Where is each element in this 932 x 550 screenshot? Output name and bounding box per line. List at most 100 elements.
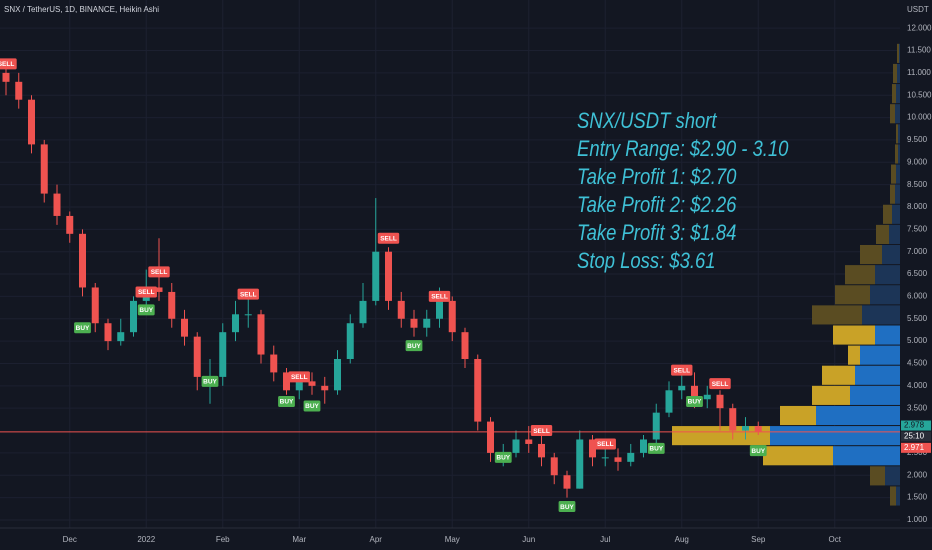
x-tick-label: Jul — [600, 535, 610, 544]
price-tag — [901, 442, 931, 453]
annotation-line: Take Profit 1: $2.70 — [577, 165, 737, 189]
y-tick-label: 7.500 — [907, 224, 928, 233]
grid — [0, 0, 900, 528]
signal-label: BUY — [76, 325, 90, 332]
candle-body — [665, 390, 673, 413]
profile-up — [860, 345, 900, 365]
candle-body — [40, 144, 48, 194]
signal-label: SELL — [138, 289, 155, 296]
candle-body — [244, 314, 252, 316]
signal-label: BUY — [688, 399, 702, 406]
y-tick-label: 2.000 — [907, 470, 928, 479]
y-tick-label: 4.000 — [907, 381, 928, 390]
profile-down — [896, 124, 898, 144]
candle-body — [538, 443, 545, 458]
signal-badge — [428, 290, 451, 302]
x-tick-label: Mar — [292, 535, 306, 544]
candle-body — [15, 81, 23, 100]
signal-badge — [377, 232, 400, 244]
signal-label: SELL — [240, 291, 257, 298]
signal-label: SELL — [597, 441, 614, 448]
candle-body — [168, 291, 176, 319]
signal-label: BUY — [203, 379, 217, 386]
profile-up — [896, 164, 900, 184]
signal-badge — [558, 501, 576, 513]
profile-up — [862, 305, 900, 325]
candle-body — [397, 300, 405, 319]
candle-body — [66, 215, 74, 234]
profile-up — [889, 224, 900, 244]
price-tag — [901, 420, 931, 431]
x-tick-label: Feb — [216, 535, 230, 544]
signal-label: BUY — [280, 399, 294, 406]
signal-badge — [137, 304, 155, 316]
y-tick-label: 10.000 — [907, 113, 932, 122]
candle-body — [601, 457, 609, 459]
y-tick-label: 10.500 — [907, 90, 932, 99]
profile-up — [875, 325, 900, 345]
candle-body — [91, 287, 99, 324]
signal-badge — [135, 286, 157, 298]
candle-body — [219, 332, 227, 377]
candle-body — [155, 287, 163, 292]
profile-up — [897, 63, 900, 84]
axes: 1.0001.5002.0002.5003.5004.0004.5005.000… — [63, 23, 932, 544]
candle-body — [28, 99, 35, 145]
profile-up — [870, 285, 900, 305]
y-tick-label: 5.500 — [907, 314, 928, 323]
currency-label: USDT — [907, 5, 929, 14]
candle-body — [410, 318, 418, 328]
candle-body — [53, 193, 61, 216]
y-tick-label: 4.500 — [907, 359, 928, 368]
y-tick-label: 8.000 — [907, 202, 928, 211]
candle-body — [691, 385, 698, 400]
profile-up — [850, 385, 900, 405]
y-tick-label: 1.000 — [907, 515, 928, 524]
signal-label: BUY — [305, 403, 319, 410]
profile-down — [833, 325, 875, 345]
candle-body — [283, 372, 290, 391]
profile-down — [893, 63, 897, 84]
candle-body — [678, 385, 686, 391]
profile-up — [833, 446, 900, 466]
signal-label: BUY — [407, 343, 421, 350]
signal-badge — [671, 364, 693, 376]
signal-badge — [288, 371, 310, 383]
candle-body — [232, 314, 239, 333]
profile-down — [892, 84, 896, 104]
annotation-line: Entry Range: $2.90 - 3.10 — [577, 137, 789, 161]
candle-body — [104, 323, 112, 342]
signal-badge — [686, 395, 703, 407]
countdown-tag — [901, 431, 931, 442]
profile-down — [860, 244, 882, 265]
profile-down — [883, 204, 892, 224]
signal-label: BUY — [139, 307, 153, 314]
candle-body — [346, 323, 354, 360]
signal-badge — [647, 442, 665, 454]
y-tick-label: 7.000 — [907, 247, 928, 256]
price-tag-label: 2.971 — [904, 443, 925, 452]
volume-profile — [672, 43, 900, 506]
signal-badge — [201, 375, 219, 387]
signal-label: BUY — [751, 448, 765, 455]
candle-body — [563, 475, 571, 489]
y-tick-label: 1.500 — [907, 493, 928, 502]
profile-up — [892, 204, 900, 224]
signal-badge — [749, 445, 767, 457]
profile-up — [875, 265, 900, 285]
signal-label: SELL — [0, 61, 14, 68]
candle-body — [703, 394, 711, 400]
profile-up — [895, 104, 900, 124]
y-tick-label: 9.000 — [907, 157, 928, 166]
signal-label: SELL — [533, 428, 550, 435]
annotation-line: Stop Loss: $3.61 — [577, 249, 716, 273]
candle-body — [448, 300, 456, 333]
candle-body — [334, 359, 341, 391]
profile-up — [895, 184, 900, 204]
annotation-line: Take Profit 2: $2.26 — [577, 193, 737, 217]
candle-body — [257, 314, 265, 355]
chart-header: SNX / TetherUS, 1D, BINANCE, Heikin Ashi — [4, 5, 159, 14]
candle-body — [181, 318, 188, 337]
signal-badge — [74, 322, 91, 334]
